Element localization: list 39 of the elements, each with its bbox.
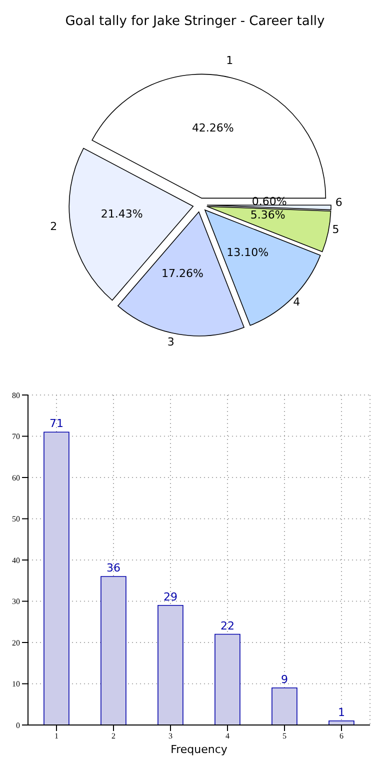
x-tick-label: 6: [340, 732, 344, 741]
data-label: 21.43%: [100, 207, 143, 220]
bar: [44, 432, 70, 725]
y-tick-label: 30: [12, 597, 20, 606]
data-label: 1: [338, 706, 345, 719]
y-tick-label: 50: [12, 514, 20, 524]
y-tick-label: 0: [16, 720, 20, 730]
bar: [272, 687, 298, 725]
slice-label: 2: [50, 220, 58, 234]
x-tick-label: 2: [112, 732, 116, 741]
data-label: 13.10%: [226, 246, 269, 260]
bar: [158, 604, 184, 725]
data-label: 36: [106, 562, 120, 574]
data-label: 5.36%: [250, 208, 286, 222]
data-label: 71: [49, 417, 64, 430]
y-tick-label: 40: [12, 556, 20, 565]
slice-label: 1: [226, 54, 234, 67]
y-tick-label: 20: [12, 638, 20, 648]
data-label: 42.26%: [192, 121, 234, 134]
y-tick-label: 60: [12, 473, 20, 482]
data-label: 17.26%: [162, 266, 204, 280]
data-label: 9: [280, 672, 288, 686]
slice-label: 3: [167, 335, 174, 348]
chart-title: Goal tally for Jake Stringer - Career tally: [64, 14, 326, 29]
slice-label: 5: [332, 222, 340, 236]
bar: [100, 576, 126, 725]
slice-label: 6: [335, 196, 342, 210]
x-tick-label: 4: [226, 732, 230, 741]
data-label: 22: [220, 619, 234, 632]
x-tick-label: 1: [54, 732, 58, 741]
data-label: 29: [163, 590, 178, 604]
y-tick-label: 80: [12, 390, 20, 400]
x-tick-label: 3: [168, 732, 172, 741]
y-tick-label: 70: [12, 432, 20, 442]
x-tick-label: 5: [282, 732, 286, 741]
bar: [214, 634, 240, 725]
x-axis-title: Frequency: [170, 743, 228, 756]
y-tick-label: 10: [12, 680, 20, 689]
slice-label: 4: [293, 295, 300, 308]
